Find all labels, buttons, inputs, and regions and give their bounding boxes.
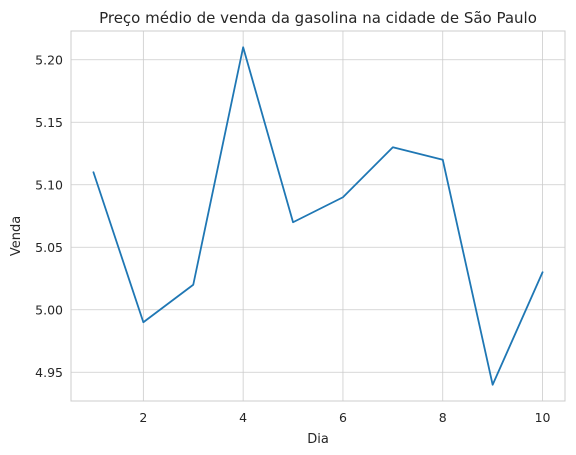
x-tick-label: 6 <box>339 410 347 425</box>
series-layer <box>92 46 544 386</box>
x-tick-label: 4 <box>239 410 247 425</box>
y-tick-label: 4.95 <box>35 365 63 380</box>
y-tick-label: 5.10 <box>35 177 63 192</box>
y-tick-label: 5.00 <box>35 302 63 317</box>
y-axis-label: Venda <box>9 216 24 256</box>
plot-frame <box>70 30 566 402</box>
series-line <box>92 46 544 386</box>
x-grid <box>142 31 543 401</box>
x-tick-labels: 2 4 6 8 10 <box>139 410 550 425</box>
y-tick-label: 5.20 <box>35 52 63 67</box>
chart-title: Preço médio de venda da gasolina na cida… <box>99 9 537 27</box>
y-tick-label: 5.05 <box>35 240 63 255</box>
y-tick-labels: 4.95 5.00 5.05 5.10 5.15 5.20 <box>35 52 63 380</box>
y-grid <box>71 59 565 373</box>
x-tick-label: 8 <box>439 410 447 425</box>
x-tick-label: 10 <box>535 410 551 425</box>
x-axis-label: Dia <box>307 432 329 447</box>
x-tick-label: 2 <box>139 410 147 425</box>
y-tick-label: 5.15 <box>35 115 63 130</box>
